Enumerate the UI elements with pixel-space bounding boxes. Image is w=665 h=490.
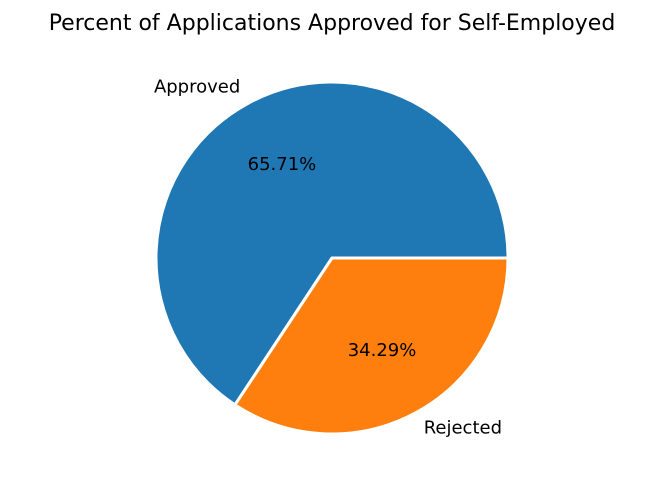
pie-slice-rejected [233,256,510,436]
chart-title: Percent of Applications Approved for Sel… [49,11,616,36]
percent-label-rejected: 34.29% [348,340,417,361]
pie-labels: Approved 65.71% Rejected 34.29% [154,77,502,439]
pie-slice-approved [154,80,510,407]
pie-slices [154,80,510,436]
category-label-approved: Approved [154,77,240,98]
category-label-rejected: Rejected [424,417,502,438]
percent-label-approved: 65.71% [248,154,317,175]
